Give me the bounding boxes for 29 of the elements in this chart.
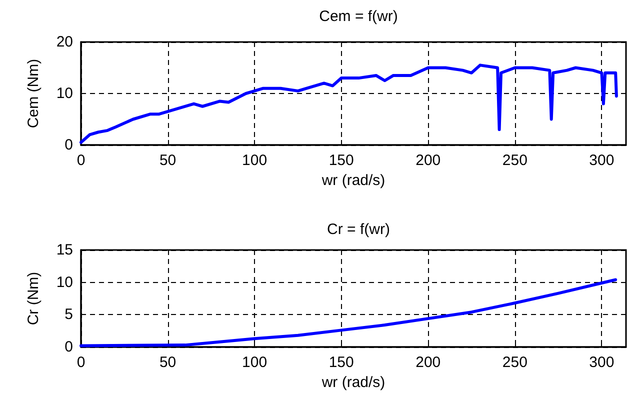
x-tick-label: 50 bbox=[159, 152, 176, 169]
x-axis-title: wr (rad/s) bbox=[320, 172, 386, 189]
x-axis-title: wr (rad/s) bbox=[320, 374, 386, 391]
x-tick-label: 150 bbox=[328, 354, 354, 371]
x-tick-label: 100 bbox=[242, 152, 268, 169]
y-tick-label: 15 bbox=[56, 242, 73, 258]
chart-title: Cr = f(wr) bbox=[327, 221, 390, 238]
chart-title: Cem = f(wr) bbox=[319, 8, 398, 25]
y-tick-label: 10 bbox=[56, 85, 73, 102]
y-tick-label: 0 bbox=[64, 136, 73, 154]
line-series bbox=[80, 278, 618, 348]
x-tick-label: 200 bbox=[416, 354, 441, 371]
y-tick-label: 20 bbox=[56, 34, 73, 50]
x-tick-label: 300 bbox=[589, 354, 614, 371]
y-tick-label: 5 bbox=[64, 306, 73, 324]
line-series bbox=[80, 64, 618, 144]
y-tick-label: 0 bbox=[64, 338, 73, 356]
x-tick-label: 50 bbox=[159, 354, 176, 371]
y-axis-title: Cem (Nm) bbox=[25, 58, 42, 128]
x-tick-label: 250 bbox=[502, 152, 528, 169]
y-tick-label: 10 bbox=[56, 274, 73, 291]
x-tick-label: 250 bbox=[502, 354, 528, 371]
x-tick-label: 200 bbox=[416, 152, 441, 169]
y-axis-title: Cr (Nm) bbox=[25, 272, 42, 326]
x-tick-label: 300 bbox=[589, 152, 614, 169]
x-tick-label: 0 bbox=[76, 354, 86, 371]
x-tick-label: 100 bbox=[242, 354, 268, 371]
x-tick-label: 150 bbox=[328, 152, 354, 169]
x-tick-label: 0 bbox=[76, 152, 86, 169]
